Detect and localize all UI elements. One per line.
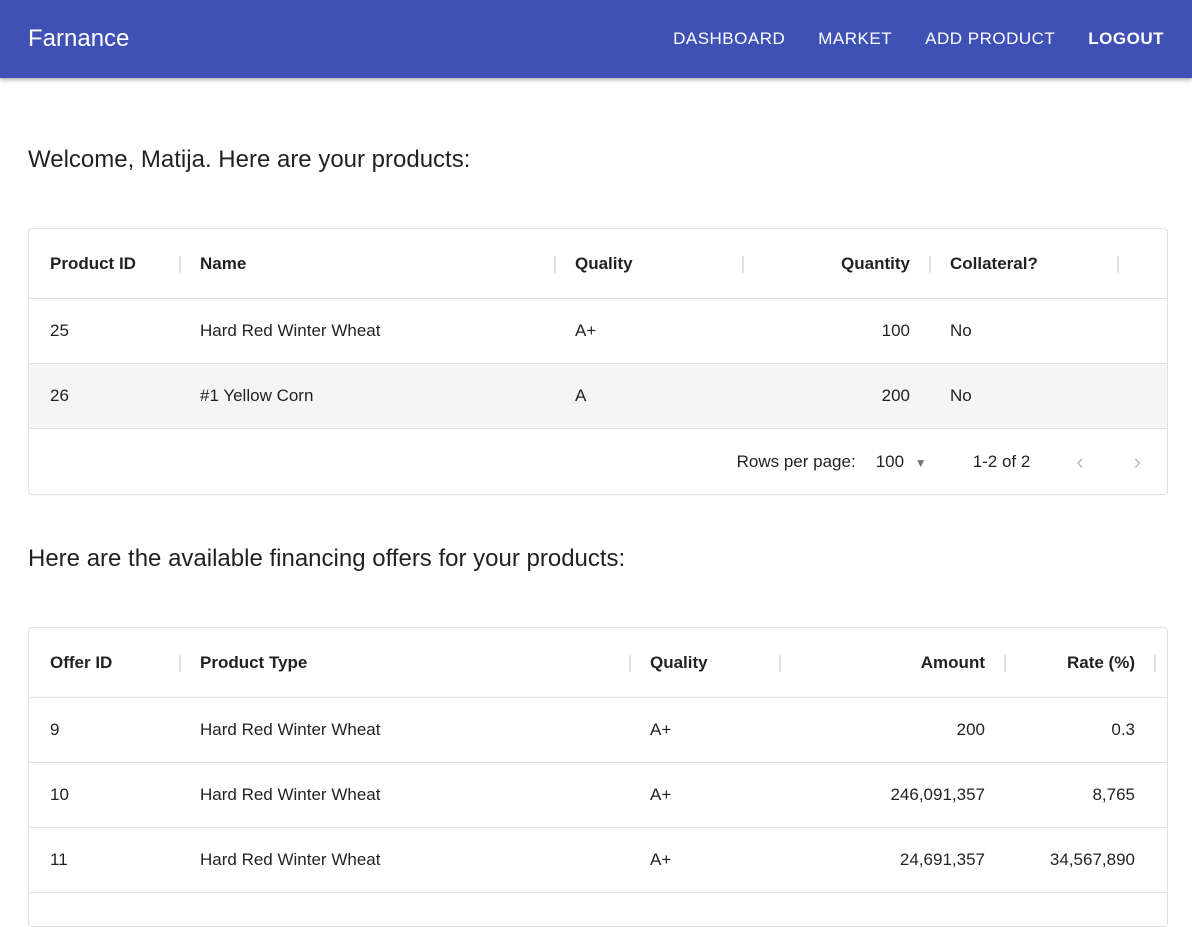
table-cell: 8,765 xyxy=(1092,785,1135,804)
table-cell: Hard Red Winter Wheat xyxy=(200,720,381,739)
table-cell: 25 xyxy=(50,321,69,340)
column-separator[interactable] xyxy=(929,256,931,273)
offers-table: Offer ID Product Type Quality Amount Rate (%… xyxy=(28,627,1168,927)
table-row[interactable]: 25 Hard Red Winter Wheat A+ 100 No xyxy=(29,299,1167,364)
pagination: Rows per page: 100 ▼ 1-2 of 2 ‹ › xyxy=(29,429,1167,494)
table-cell: 10 xyxy=(50,785,69,804)
column-separator[interactable] xyxy=(1154,655,1156,672)
chevron-right-icon[interactable]: › xyxy=(1133,448,1141,474)
table-cell: Hard Red Winter Wheat xyxy=(200,785,381,804)
table-cell: 246,091,357 xyxy=(890,785,985,804)
column-separator[interactable] xyxy=(742,256,744,273)
column-header[interactable]: Product ID xyxy=(50,253,136,273)
table-cell: 24,691,357 xyxy=(899,850,985,869)
nav-logout[interactable]: Logout xyxy=(1088,29,1164,48)
header-row: Product ID Name Quality Quantity Collateral? xyxy=(29,229,1167,299)
column-header[interactable]: Collateral? xyxy=(950,253,1038,273)
table-row[interactable]: 26 #1 Yellow Corn A 200 No xyxy=(29,364,1167,429)
rows-per-page-label: Rows per page: xyxy=(736,451,856,471)
table-cell: A+ xyxy=(650,850,672,869)
column-separator[interactable] xyxy=(779,655,781,672)
table-row[interactable]: 9 Hard Red Winter Wheat A+ 200 0.3 xyxy=(29,698,1167,763)
chevron-left-icon[interactable]: ‹ xyxy=(1076,448,1084,474)
offers-heading: Here are the available financing offers … xyxy=(28,545,626,572)
column-header[interactable]: Quality xyxy=(575,253,633,273)
products-table: Product ID Name Quality Quantity Collateral?… xyxy=(28,228,1168,495)
table-row[interactable]: 11 Hard Red Winter Wheat A+ 24,691,357 34,56… xyxy=(29,828,1167,893)
table-cell: 0.3 xyxy=(1111,720,1135,739)
table-row[interactable]: 10 Hard Red Winter Wheat A+ 246,091,357 8,76… xyxy=(29,763,1167,828)
table-cell: Hard Red Winter Wheat xyxy=(200,850,381,869)
caret-down-icon: ▼ xyxy=(914,455,927,470)
brand-logo[interactable]: Farnance xyxy=(28,25,130,52)
column-header[interactable]: Offer ID xyxy=(50,652,113,672)
table-cell: 200 xyxy=(956,720,985,739)
navbar: Farnance Dashboard Market Add Product Lo… xyxy=(0,0,1192,78)
table-cell: 11 xyxy=(50,850,68,869)
page-range: 1-2 of 2 xyxy=(972,451,1031,471)
table-cell: 34,567,890 xyxy=(1049,850,1135,869)
column-separator[interactable] xyxy=(1117,256,1119,273)
column-separator[interactable] xyxy=(179,655,181,672)
products-heading: Welcome, Matija. Here are your products: xyxy=(28,146,471,173)
table-cell: 9 xyxy=(50,720,60,739)
column-header[interactable]: Quantity xyxy=(841,253,910,273)
column-header[interactable]: Name xyxy=(200,253,247,273)
column-header[interactable]: Rate (%) xyxy=(1066,652,1135,672)
rows-per-page-select[interactable]: 100 ▼ xyxy=(876,452,927,472)
column-separator[interactable] xyxy=(629,655,631,672)
table-cell: Hard Red Winter Wheat xyxy=(200,321,381,340)
header-row: Offer ID Product Type Quality Amount Rate (%… xyxy=(29,628,1167,698)
table-cell: 100 xyxy=(881,321,910,340)
nav-add-product[interactable]: Add Product xyxy=(925,29,1056,48)
column-header[interactable]: Amount xyxy=(920,652,985,672)
column-separator[interactable] xyxy=(179,256,181,273)
table-cell: A+ xyxy=(650,720,672,739)
nav-market[interactable]: Market xyxy=(818,29,893,48)
table-cell: No xyxy=(950,386,972,405)
column-separator[interactable] xyxy=(554,256,556,273)
nav-dashboard[interactable]: Dashboard xyxy=(673,29,786,48)
column-header[interactable]: Product Type xyxy=(200,652,308,672)
table-cell: No xyxy=(950,321,972,340)
rows-per-page-value: 100 xyxy=(875,451,905,471)
table-cell: A+ xyxy=(575,321,597,340)
column-header[interactable]: Quality xyxy=(650,652,708,672)
column-separator[interactable] xyxy=(1004,655,1006,672)
table-cell: 200 xyxy=(881,386,910,405)
table-cell: A xyxy=(575,386,587,405)
table-cell: #1 Yellow Corn xyxy=(200,386,314,405)
table-cell: 26 xyxy=(50,386,69,405)
table-cell: A+ xyxy=(650,785,672,804)
